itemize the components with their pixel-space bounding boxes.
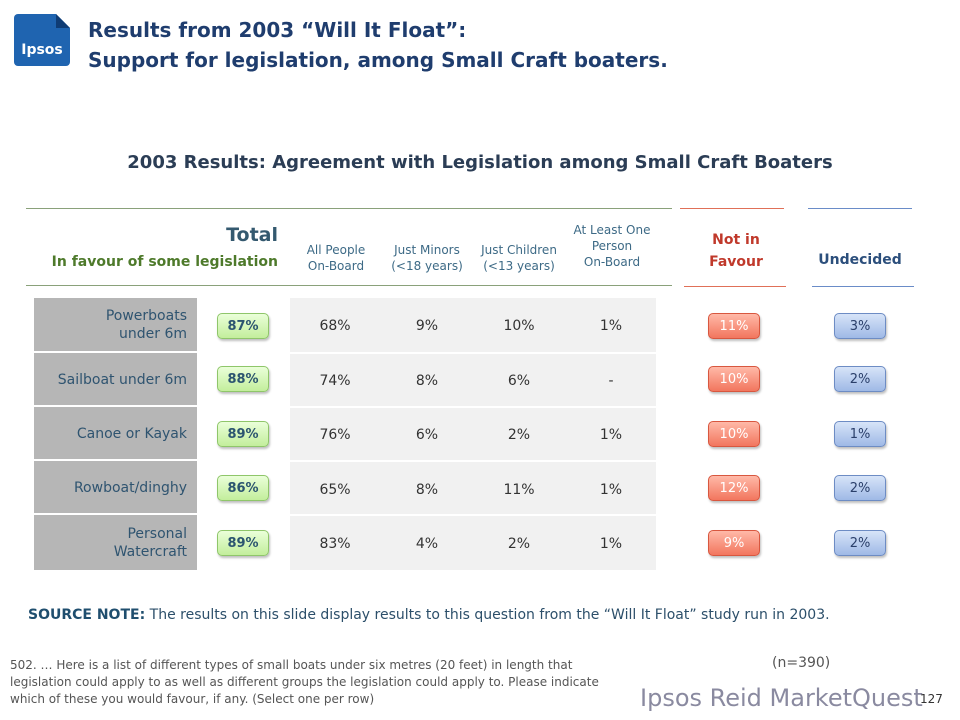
- source-note: SOURCE NOTE: The results on this slide d…: [28, 607, 830, 623]
- all-people-value: 65%: [319, 482, 351, 498]
- undecided-pill: 2%: [834, 475, 886, 501]
- at-least-one-value: 1%: [599, 318, 623, 334]
- all-people-value: 76%: [319, 427, 351, 443]
- not-in-favour-pill: 12%: [708, 475, 760, 501]
- boat-divider: [34, 351, 197, 353]
- ipsos-logo: Ipsos: [14, 14, 70, 66]
- at-least-one-value: 1%: [599, 427, 623, 443]
- just-minors-value: 4%: [415, 536, 439, 552]
- row-divider: [290, 460, 656, 462]
- row-divider: [290, 514, 656, 516]
- header-not-in-favour: Not in Favour: [709, 232, 763, 270]
- total-header: Total: [226, 224, 278, 246]
- just-children-value: 6%: [507, 373, 531, 389]
- all-people-value: 68%: [319, 318, 351, 334]
- just-minors-value: 6%: [415, 427, 439, 443]
- undecided-pill: 2%: [834, 366, 886, 392]
- row-divider: [290, 406, 656, 408]
- just-children-value: 11%: [503, 482, 535, 498]
- boat-type-cell: Canoe or Kayak: [34, 407, 197, 460]
- logo-fold-shadow: [56, 14, 70, 28]
- not-in-favour-rule-top: [680, 208, 784, 209]
- header-just-children: Just Children (<13 years): [481, 243, 557, 273]
- header-rule-bottom: [26, 285, 672, 286]
- just-minors-value: 8%: [415, 373, 439, 389]
- brand-logo-text: Ipsos Reid MarketQuest: [640, 684, 923, 712]
- page-number: 127: [920, 692, 943, 706]
- data-table: [290, 298, 656, 570]
- undecided-pill: 2%: [834, 530, 886, 556]
- sample-size: (n=390): [772, 655, 831, 671]
- not-in-favour-pill: 11%: [708, 313, 760, 339]
- total-favour-pill: 86%: [217, 475, 269, 501]
- boat-divider: [34, 459, 197, 461]
- favour-subheader: In favour of some legislation: [51, 254, 278, 270]
- all-people-value: 83%: [319, 536, 351, 552]
- undecided-pill: 3%: [834, 313, 886, 339]
- at-least-one-value: -: [608, 373, 614, 389]
- slide-title-line2: Support for legislation, among Small Cra…: [88, 48, 668, 72]
- total-favour-pill: 88%: [217, 366, 269, 392]
- total-favour-pill: 87%: [217, 313, 269, 339]
- just-children-value: 2%: [507, 536, 531, 552]
- boat-type-cell: Sailboat under 6m: [34, 353, 197, 406]
- just-children-value: 2%: [507, 427, 531, 443]
- not-in-favour-pill: 9%: [708, 530, 760, 556]
- not-in-favour-rule-bottom: [684, 286, 786, 287]
- chart-title: 2003 Results: Agreement with Legislation…: [127, 152, 833, 173]
- question-text: 502. … Here is a list of different types…: [10, 658, 599, 706]
- boat-divider: [34, 513, 197, 515]
- source-note-label: SOURCE NOTE:: [28, 607, 146, 623]
- undecided-rule-bottom: [812, 286, 914, 287]
- slide-title-line1: Results from 2003 “Will It Float”:: [88, 18, 467, 42]
- boat-type-cell: Rowboat/dinghy: [34, 461, 197, 514]
- header-just-minors: Just Minors (<18 years): [391, 243, 463, 273]
- just-children-value: 10%: [503, 318, 535, 334]
- boat-type-cell: Powerboats under 6m: [34, 298, 197, 352]
- header-undecided: Undecided: [818, 252, 902, 268]
- all-people-value: 74%: [319, 373, 351, 389]
- total-favour-pill: 89%: [217, 530, 269, 556]
- boat-divider: [34, 405, 197, 407]
- row-divider: [290, 352, 656, 354]
- source-note-text: The results on this slide display result…: [145, 607, 830, 623]
- not-in-favour-pill: 10%: [708, 366, 760, 392]
- header-all-people: All People On-Board: [306, 243, 366, 273]
- header-rule-top: [26, 208, 672, 209]
- at-least-one-value: 1%: [599, 536, 623, 552]
- logo-text: Ipsos: [21, 42, 63, 58]
- not-in-favour-pill: 10%: [708, 421, 760, 447]
- boat-type-cell: Personal Watercraft: [34, 515, 197, 570]
- header-at-least-one: At Least One Person On-Board: [573, 223, 651, 269]
- total-favour-pill: 89%: [217, 421, 269, 447]
- just-minors-value: 9%: [415, 318, 439, 334]
- at-least-one-value: 1%: [599, 482, 623, 498]
- undecided-rule-top: [808, 208, 912, 209]
- just-minors-value: 8%: [415, 482, 439, 498]
- undecided-pill: 1%: [834, 421, 886, 447]
